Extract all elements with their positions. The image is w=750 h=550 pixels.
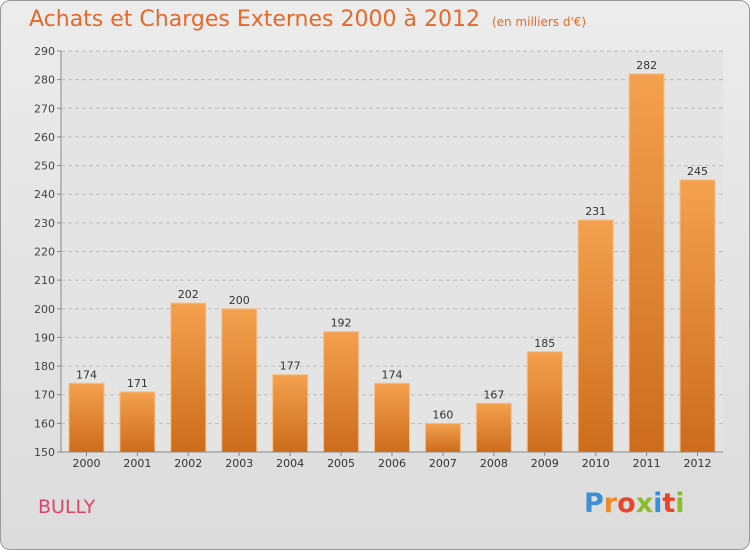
bars: 174 171 202 200 177 192 174 160 167 185 231 282 245: [68, 59, 716, 453]
y-tick-label: 270: [34, 102, 55, 115]
x-tick-label: 2008: [480, 457, 508, 470]
y-axis: 150 160 170 180 190 200 210 220 230 240 250 260 270 2…: [34, 45, 62, 459]
data-label: 171: [127, 377, 148, 390]
bar: [119, 391, 156, 453]
bar: [170, 302, 207, 453]
data-label: 167: [483, 388, 504, 401]
y-tick-label: 200: [34, 303, 55, 316]
y-tick-label: 210: [34, 274, 55, 287]
data-label: 282: [636, 59, 657, 72]
bar: [221, 308, 258, 453]
x-tick-label: 2010: [582, 457, 610, 470]
bar: [526, 351, 563, 453]
x-tick-label: 2001: [123, 457, 151, 470]
data-label: 160: [432, 408, 453, 421]
x-tick-label: 2011: [633, 457, 661, 470]
x-tick-label: 2003: [225, 457, 253, 470]
data-label: 177: [280, 360, 301, 373]
data-label: 174: [76, 368, 97, 381]
x-tick-label: 2006: [378, 457, 406, 470]
data-label: 202: [178, 288, 199, 301]
y-tick-label: 250: [34, 160, 55, 173]
x-tick-label: 2009: [531, 457, 559, 470]
bar: [475, 402, 512, 453]
x-tick-label: 2004: [276, 457, 304, 470]
x-tick-label: 2012: [684, 457, 712, 470]
commune-name: BULLY: [38, 496, 96, 518]
data-label: 231: [585, 205, 606, 218]
y-tick-label: 230: [34, 217, 55, 230]
bar: [628, 73, 665, 453]
y-tick-label: 240: [34, 188, 55, 201]
data-label: 185: [534, 337, 555, 350]
x-tick-label: 2002: [174, 457, 202, 470]
data-label: 245: [687, 165, 708, 178]
y-tick-label: 150: [34, 446, 55, 459]
proxiti-logo: Proxiti: [584, 488, 685, 519]
chart-subtitle: (en milliers d'€): [491, 15, 587, 29]
title-text: Achats et Charges Externes 2000 à 2012: [29, 7, 480, 32]
y-tick-label: 260: [34, 131, 55, 144]
x-tick-label: 2005: [327, 457, 355, 470]
x-axis: 2000 2001 2002 2003 2004 2005 2006 2007 2008 2009…: [61, 451, 723, 470]
bar: [323, 331, 360, 453]
data-label: 200: [229, 294, 250, 307]
x-tick-label: 2000: [72, 457, 100, 470]
bar: [272, 374, 309, 453]
data-label: 192: [331, 317, 352, 330]
y-tick-label: 160: [34, 417, 55, 430]
y-tick-label: 290: [34, 45, 55, 58]
y-tick-label: 190: [34, 331, 55, 344]
bar: [577, 219, 614, 453]
y-tick-label: 280: [34, 74, 55, 87]
data-label: 174: [382, 368, 403, 381]
bar: [679, 179, 716, 453]
x-tick-label: 2007: [429, 457, 457, 470]
y-tick-label: 180: [34, 360, 55, 373]
bar: [374, 382, 410, 453]
bar: [424, 422, 461, 453]
y-tick-label: 220: [34, 246, 55, 259]
chart-title: Achats et Charges Externes 2000 à 2012 (e…: [29, 7, 586, 32]
bar: [68, 382, 105, 453]
y-tick-label: 170: [34, 389, 55, 402]
